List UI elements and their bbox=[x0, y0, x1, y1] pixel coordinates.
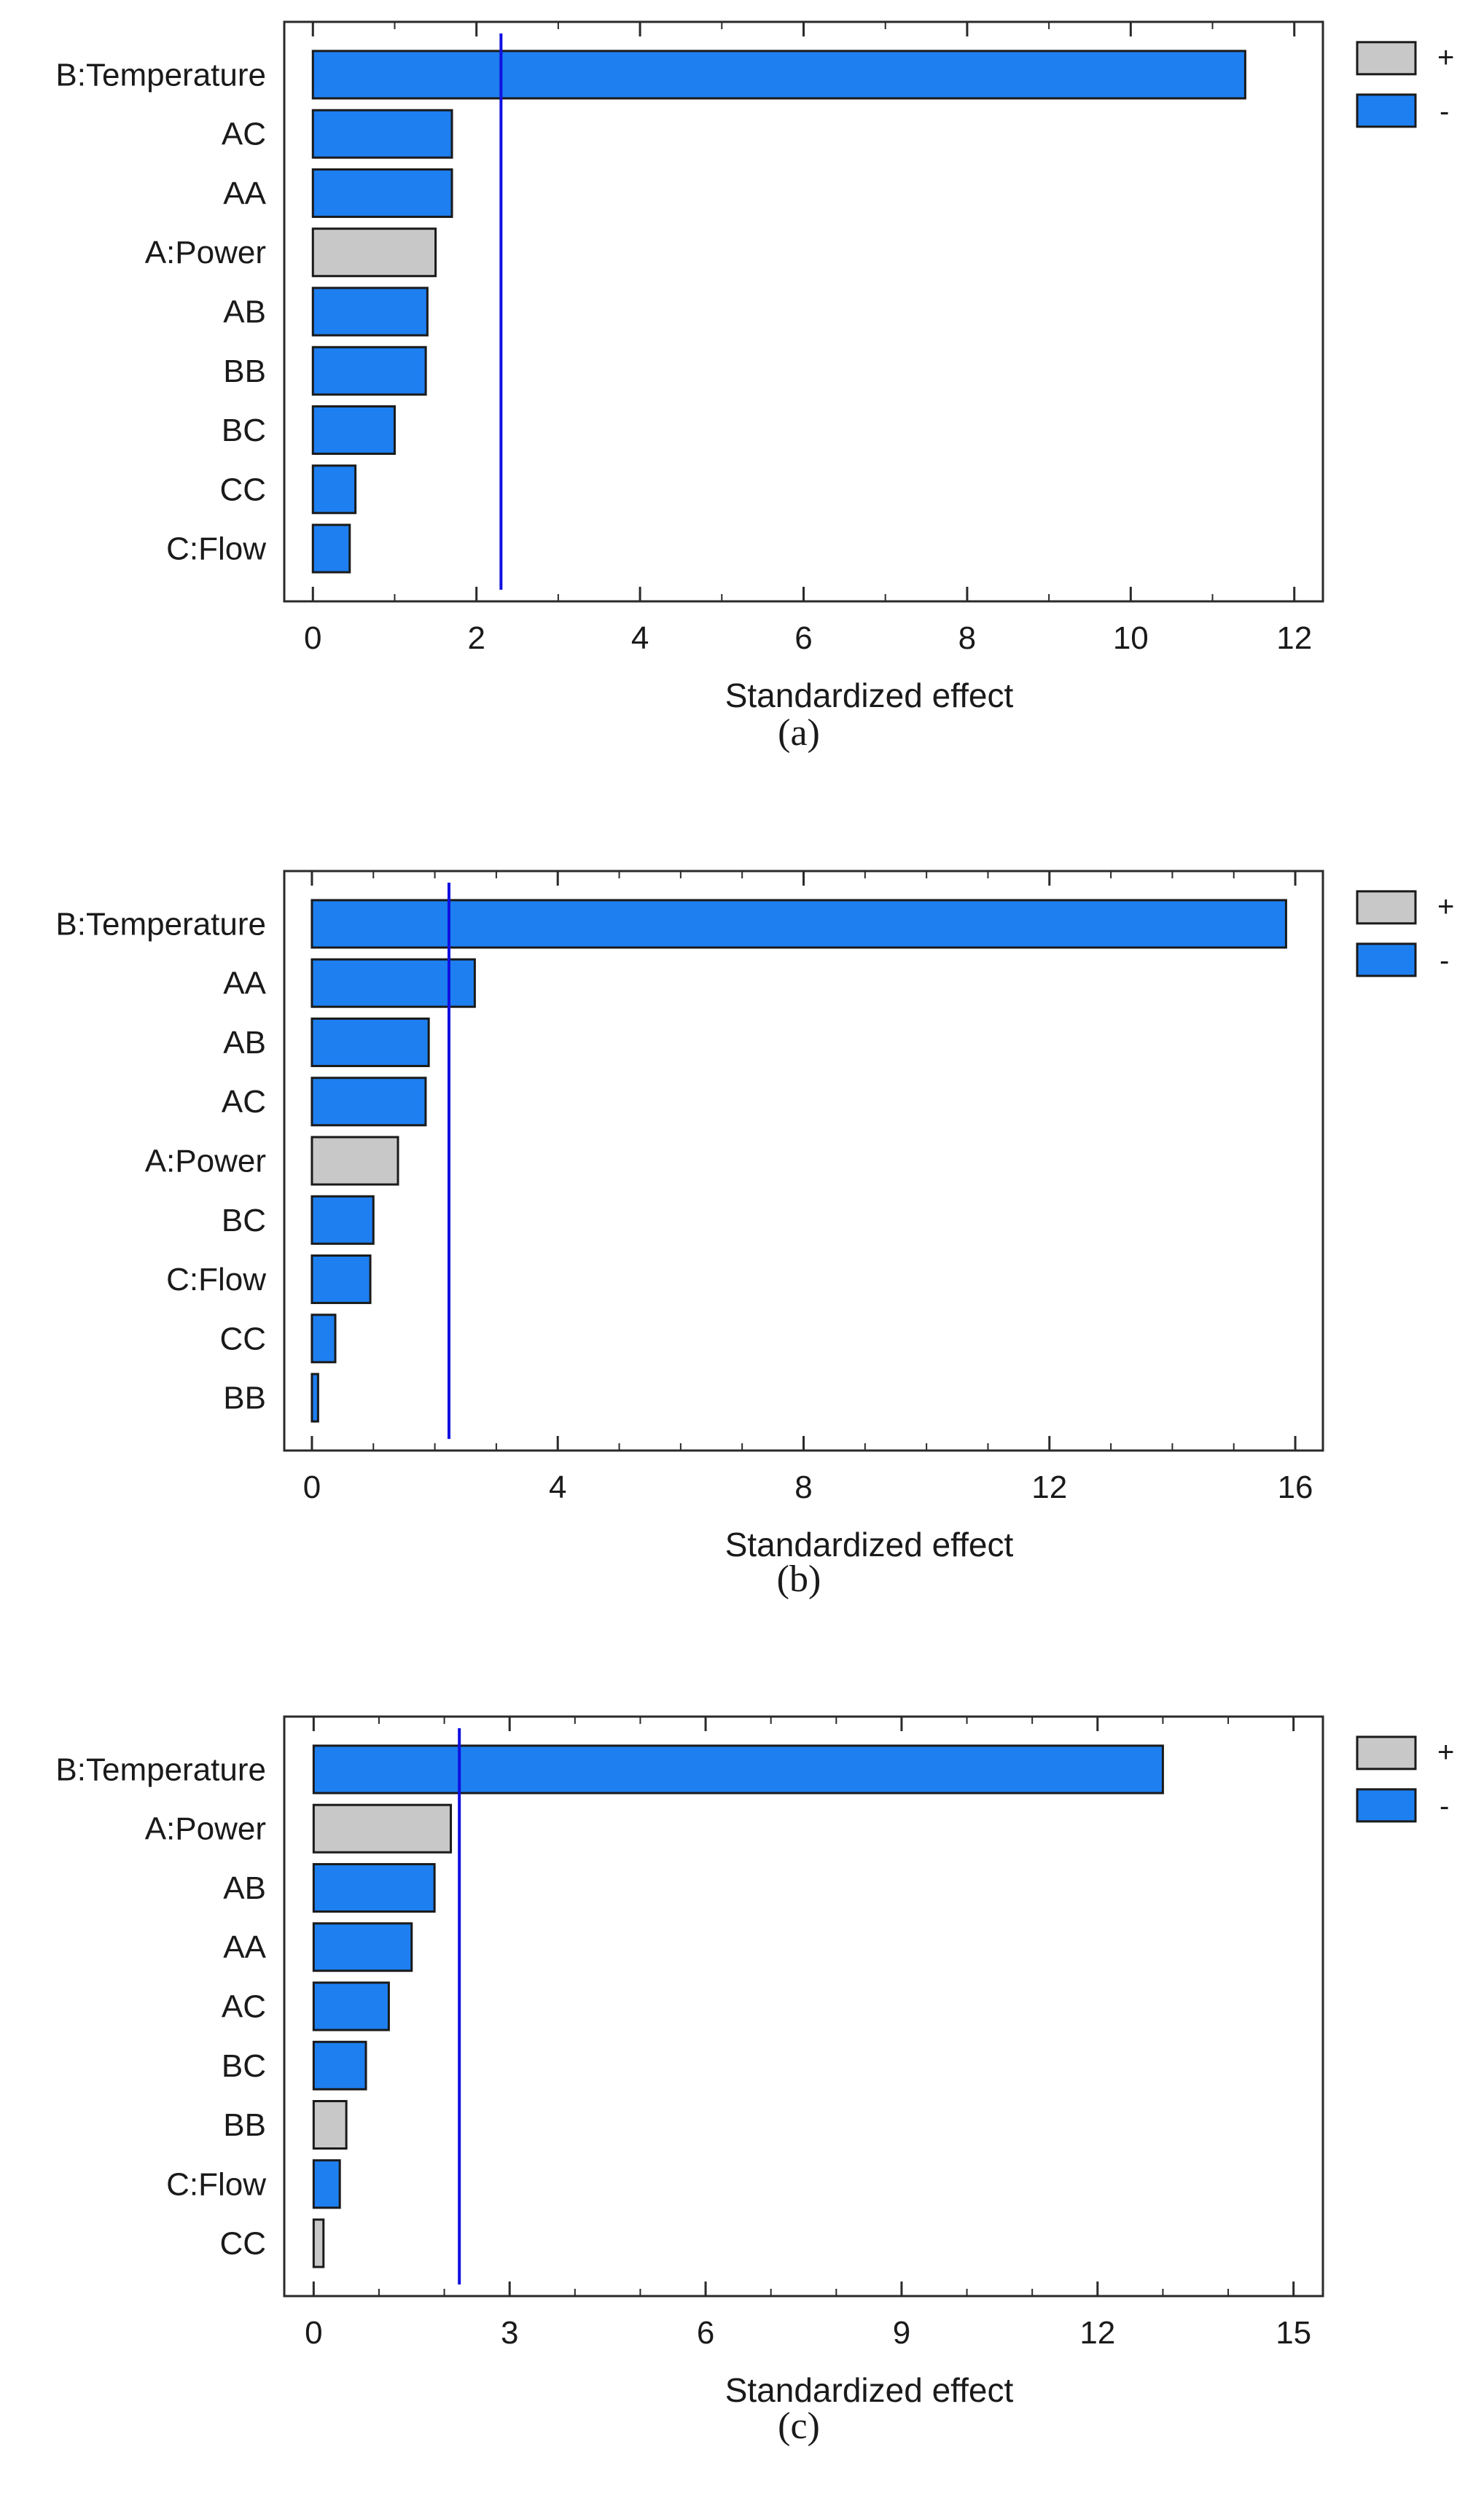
category-label: A:Power bbox=[145, 1144, 266, 1179]
bar bbox=[311, 1373, 319, 1423]
bar bbox=[311, 1254, 372, 1305]
x-tick-label: 12 bbox=[1276, 620, 1312, 656]
category-label: AB bbox=[223, 294, 266, 330]
category-label: BC bbox=[222, 2048, 266, 2084]
bar bbox=[311, 1017, 430, 1067]
chart-panel-2: B:Temperature AA AB AC A:Power BC C:Flow CC BB 0 4… bbox=[55, 870, 1454, 1600]
x-tick-label: 6 bbox=[794, 620, 812, 656]
legend-swatch-positive bbox=[1356, 41, 1417, 76]
bar bbox=[312, 1803, 453, 1854]
legend-label-positive: + bbox=[1437, 1736, 1454, 1768]
category-label: AC bbox=[222, 1084, 266, 1120]
category-label: AC bbox=[222, 117, 266, 152]
legend-label-positive: + bbox=[1437, 42, 1454, 74]
bar bbox=[312, 2159, 341, 2209]
x-axis-label: Standardized effect bbox=[725, 676, 1014, 714]
category-label: B:Temperature bbox=[55, 906, 266, 942]
x-axis-label: Standardized effect bbox=[725, 1526, 1014, 1564]
bar bbox=[312, 1922, 413, 1972]
category-label: BC bbox=[222, 413, 266, 448]
category-label: CC bbox=[219, 2226, 266, 2262]
x-tick-label: 12 bbox=[1079, 2315, 1115, 2351]
bar bbox=[311, 1195, 375, 1245]
bar bbox=[312, 2040, 367, 2091]
category-label: AC bbox=[222, 1989, 266, 2025]
x-tick-label: 8 bbox=[958, 620, 976, 656]
legend-swatch-positive bbox=[1356, 890, 1417, 925]
bar bbox=[311, 899, 1287, 949]
x-tick-label: 8 bbox=[794, 1469, 812, 1505]
category-label: C:Flow bbox=[166, 531, 266, 567]
legend-label-positive: + bbox=[1437, 891, 1454, 923]
category-label: C:Flow bbox=[166, 2166, 266, 2202]
x-tick-label: 12 bbox=[1031, 1469, 1067, 1505]
bar bbox=[312, 2218, 325, 2268]
category-label: AA bbox=[223, 1929, 266, 1965]
x-tick-label: 9 bbox=[893, 2315, 910, 2351]
x-tick-label: 0 bbox=[305, 2315, 322, 2351]
bar bbox=[311, 464, 357, 515]
legend: +- bbox=[1356, 41, 1454, 128]
panel-caption: (c) bbox=[778, 2405, 820, 2447]
bar bbox=[312, 1862, 436, 1913]
legend-swatch-negative bbox=[1356, 93, 1417, 128]
legend-label-negative: - bbox=[1440, 945, 1449, 977]
x-tick-label: 4 bbox=[549, 1469, 566, 1505]
bar bbox=[312, 2100, 348, 2150]
category-label: BB bbox=[223, 1381, 266, 1416]
category-label: AB bbox=[223, 1025, 266, 1061]
x-tick-label: 2 bbox=[467, 620, 485, 656]
x-tick-label: 3 bbox=[501, 2315, 518, 2351]
bar bbox=[311, 346, 427, 396]
category-label: AA bbox=[223, 176, 266, 211]
category-label: AB bbox=[223, 1870, 266, 1906]
x-tick-label: 15 bbox=[1276, 2315, 1311, 2351]
chart-panel-1: B:Temperature AC AA A:Power AB BB BC CC C:Flow 0 2… bbox=[55, 20, 1454, 754]
category-label: A:Power bbox=[145, 235, 266, 270]
category-label: AA bbox=[223, 966, 266, 1002]
x-tick-label: 10 bbox=[1113, 620, 1149, 656]
bar bbox=[311, 168, 453, 218]
category-label: B:Temperature bbox=[55, 57, 266, 93]
bar bbox=[311, 1077, 427, 1127]
legend: +- bbox=[1356, 890, 1454, 977]
panel-caption: (a) bbox=[778, 712, 820, 754]
legend-label-negative: - bbox=[1440, 1790, 1449, 1822]
legend-swatch-negative bbox=[1356, 1788, 1417, 1823]
bar bbox=[311, 50, 1246, 100]
bar bbox=[312, 1981, 390, 2031]
legend: +- bbox=[1356, 1736, 1454, 1823]
category-label: A:Power bbox=[145, 1811, 266, 1847]
category-label: B:Temperature bbox=[55, 1752, 266, 1787]
x-tick-label: 16 bbox=[1278, 1469, 1313, 1505]
x-tick-label: 6 bbox=[697, 2315, 714, 2351]
bar bbox=[311, 523, 351, 574]
bar bbox=[311, 286, 429, 337]
legend-swatch-negative bbox=[1356, 942, 1417, 977]
x-tick-label: 4 bbox=[631, 620, 649, 656]
bar bbox=[311, 109, 453, 159]
category-label: CC bbox=[219, 1321, 266, 1357]
bar bbox=[311, 227, 437, 278]
category-label: BB bbox=[223, 354, 266, 389]
legend-label-negative: - bbox=[1440, 95, 1449, 128]
category-label: BB bbox=[223, 2107, 266, 2143]
x-tick-label: 0 bbox=[304, 620, 321, 656]
category-label: CC bbox=[219, 472, 266, 507]
panel-caption: (b) bbox=[777, 1558, 821, 1600]
x-tick-label: 0 bbox=[303, 1469, 321, 1505]
bar bbox=[312, 1744, 1164, 1795]
category-label: C:Flow bbox=[166, 1262, 266, 1297]
plot-frame bbox=[283, 1715, 1324, 2298]
bar bbox=[311, 1136, 399, 1186]
x-axis-label: Standardized effect bbox=[725, 2371, 1014, 2409]
legend-swatch-positive bbox=[1356, 1736, 1417, 1771]
bar bbox=[311, 1313, 337, 1364]
chart-panel-3: B:Temperature A:Power AB AA AC BC BB C:Flow CC 0 3… bbox=[55, 1715, 1454, 2447]
bar bbox=[311, 405, 396, 456]
category-label: BC bbox=[222, 1203, 266, 1238]
